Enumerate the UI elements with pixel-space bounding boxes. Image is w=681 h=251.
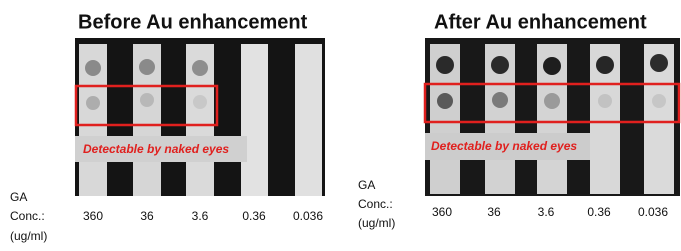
test-dot xyxy=(652,94,666,108)
annotation: Detectable by naked eyes xyxy=(83,142,229,156)
annotation-box xyxy=(75,136,247,162)
control-dot xyxy=(650,54,668,72)
concentration: 36 xyxy=(487,205,501,219)
test-dot xyxy=(492,92,508,108)
concentration: 0.036 xyxy=(638,205,668,219)
axis-label: (ug/ml) xyxy=(358,216,395,230)
concentration: 360 xyxy=(432,205,452,219)
concentration: 36 xyxy=(140,209,154,223)
concentration: 360 xyxy=(83,209,103,223)
axis-label: Conc.: xyxy=(358,197,393,211)
highlight-box xyxy=(74,84,219,127)
strip xyxy=(295,44,322,196)
control-dot xyxy=(543,57,561,75)
test-dot xyxy=(598,94,612,108)
control-dot xyxy=(192,60,208,76)
control-dot xyxy=(596,56,614,74)
annotation: Detectable by naked eyes xyxy=(431,139,577,153)
concentration: 0.036 xyxy=(293,209,323,223)
concentration: 0.36 xyxy=(587,205,611,219)
strips xyxy=(79,44,322,196)
panel-title: Before Au enhancement xyxy=(78,11,308,33)
axis-label: GA xyxy=(358,178,375,192)
control-dot xyxy=(491,56,509,74)
test-dot xyxy=(86,96,100,110)
annotation-box xyxy=(425,133,590,160)
control-dot xyxy=(139,59,155,75)
test-dot xyxy=(437,93,453,109)
panel-before: Before Au enhancement Detectable by nake… xyxy=(10,11,325,243)
control-dot xyxy=(85,60,101,76)
concentration: 0.36 xyxy=(242,209,266,223)
axis-label: Conc.: xyxy=(10,209,45,223)
panel-after: After Au enhancement Detectable by naked… xyxy=(358,11,681,230)
axis-label: (ug/ml) xyxy=(10,229,47,243)
concentration: 3.6 xyxy=(192,209,209,223)
test-dot xyxy=(193,95,207,109)
strips xyxy=(430,44,674,194)
strip xyxy=(241,44,268,196)
axis-label: GA xyxy=(10,190,27,204)
highlight-box xyxy=(423,82,681,124)
test-dot xyxy=(140,93,154,107)
panel-title: After Au enhancement xyxy=(434,11,647,33)
concentration: 3.6 xyxy=(538,205,555,219)
test-dot xyxy=(544,93,560,109)
control-dot xyxy=(436,56,454,74)
